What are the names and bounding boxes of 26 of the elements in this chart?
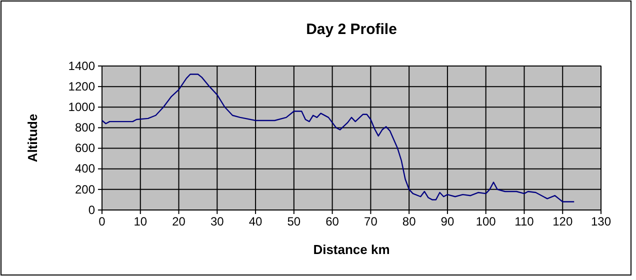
x-tick-label: 60 — [326, 214, 340, 229]
y-tick-label: 0 — [88, 202, 96, 217]
x-tick-label: 110 — [514, 214, 534, 229]
x-tick-label: 10 — [134, 214, 148, 229]
y-tick-label: 600 — [74, 141, 96, 156]
x-tick-label: 120 — [552, 214, 573, 229]
line-series — [101, 74, 575, 202]
y-tick-label: 1400 — [68, 58, 96, 73]
y-tick-label: 800 — [74, 120, 96, 135]
x-tick-label: 130 — [590, 214, 612, 229]
y-tick-label: 1000 — [68, 100, 96, 114]
chart-title: Day 2 Profile — [306, 21, 397, 38]
x-tick-label: 40 — [248, 214, 263, 229]
x-axis-title: Distance km — [313, 242, 390, 257]
x-tick-label: 70 — [364, 214, 378, 229]
y-tick-label: 1200 — [68, 79, 96, 94]
x-tick-label: 90 — [440, 214, 454, 229]
x-tick-label: 30 — [210, 214, 224, 229]
y-tick-label: 400 — [74, 162, 96, 176]
y-tick-label: 200 — [74, 182, 96, 196]
x-tick-label: 0 — [98, 214, 106, 229]
x-tick-label: 50 — [287, 214, 301, 229]
x-tick-label: 100 — [476, 214, 496, 229]
x-tick-label: 80 — [402, 214, 416, 229]
y-axis-title: Altitude — [25, 114, 40, 162]
x-tick-label: 20 — [172, 214, 186, 229]
